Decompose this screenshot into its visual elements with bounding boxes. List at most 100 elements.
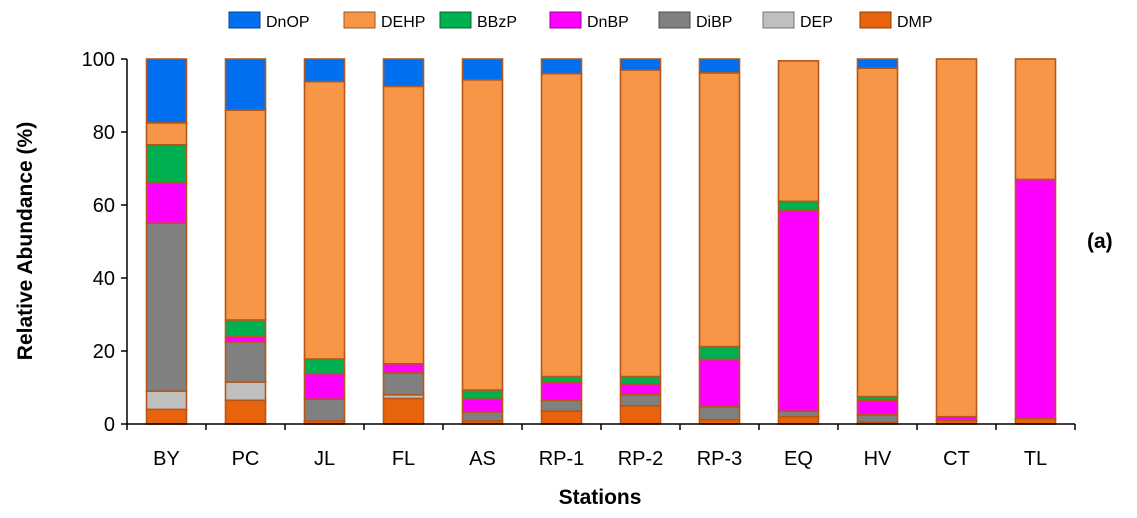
bar-segment-dibp [224, 341, 267, 383]
bar-segment-dnbp [540, 381, 583, 402]
x-tick-label: RP-3 [697, 448, 743, 470]
bar-segment-dnop [224, 58, 267, 111]
y-tick-label: 0 [104, 414, 115, 436]
bar-stack-rp-2 [619, 58, 662, 425]
bar-segment-dnop [540, 58, 583, 75]
bar-stack-hv [856, 58, 899, 425]
x-tick-label: EQ [784, 448, 813, 470]
panel-label: (a) [1087, 230, 1113, 253]
bar-segment-dibp [856, 414, 899, 423]
bar-segment-dnop [382, 58, 425, 88]
y-tick-label: 40 [93, 268, 115, 290]
x-tick-label: HV [864, 448, 892, 470]
x-tick-label: AS [469, 448, 496, 470]
legend-label: DnOP [266, 14, 310, 31]
bar-segment-dnop [619, 58, 662, 71]
x-tick-label: TL [1024, 448, 1047, 470]
x-tick-label: BY [153, 448, 180, 470]
legend-label: DnBP [587, 14, 629, 31]
bar-segment-bbzp [145, 143, 188, 184]
axes [126, 59, 1075, 425]
bar-stack-by [145, 58, 188, 425]
bar-segment-dehp [540, 72, 583, 378]
bar-stack-ct [935, 58, 978, 425]
x-ticks: BY PC JL FL AS RP-1 RP-2 RP-3 EQ HV CT TL [126, 424, 1076, 470]
bar-segment-dnop [303, 58, 346, 83]
y-tick-label: 100 [82, 49, 115, 71]
bar-segment-dehp [777, 60, 820, 203]
bar-segment-dibp [382, 372, 425, 396]
bar-segment-dehp [382, 85, 425, 365]
bar-segment-dmp [224, 399, 267, 425]
bar-stack-eq [777, 60, 820, 425]
bars [145, 58, 1057, 425]
bar-segment-dehp [145, 122, 188, 146]
bar-segment-dnbp [303, 372, 346, 400]
bar-stack-jl [303, 58, 346, 425]
x-axis-title: Stations [559, 486, 642, 509]
legend-label: DMP [897, 14, 933, 31]
bar-segment-dibp [777, 410, 820, 418]
y-tick-label: 60 [93, 195, 115, 217]
bar-segment-bbzp [777, 200, 820, 212]
legend-swatch [439, 11, 472, 29]
legend-swatch [343, 11, 376, 29]
bar-segment-bbzp [224, 319, 267, 338]
legend-label: BBzP [477, 14, 517, 31]
bar-segment-dibp [619, 393, 662, 407]
bar-segment-dehp [224, 109, 267, 321]
bar-segment-dehp [619, 69, 662, 378]
legend-swatch [762, 11, 795, 29]
legend-item-dnbp: DnBP [549, 11, 629, 31]
bar-stack-tl [1014, 58, 1057, 425]
legend-swatch [549, 11, 582, 29]
legend-item-dnop: DnOP [228, 11, 310, 31]
bar-segment-dnbp [382, 362, 425, 374]
bar-segment-dnop [698, 58, 741, 74]
legend-label: DiBP [696, 14, 732, 31]
bar-segment-dmp [145, 408, 188, 425]
x-tick-label: RP-1 [539, 448, 585, 470]
bar-segment-dehp [461, 79, 504, 391]
bar-segment-dibp [540, 399, 583, 413]
x-tick-label: JL [314, 448, 335, 470]
bar-segment-dehp [698, 72, 741, 348]
bar-segment-dehp [303, 80, 346, 360]
bar-segment-dnbp [619, 383, 662, 396]
bar-segment-bbzp [540, 375, 583, 383]
legend: DnOP DEHP BBzP DnBP DiBP DEP DMP [228, 11, 933, 31]
y-ticks: 0 20 40 60 80 100 [82, 49, 127, 436]
bar-segment-dmp [382, 397, 425, 425]
legend-label: DEHP [381, 14, 425, 31]
bar-segment-dmp [1014, 417, 1057, 425]
legend-swatch [859, 11, 892, 29]
bar-segment-dnbp [145, 182, 188, 225]
bar-segment-dmp [777, 415, 820, 425]
bar-segment-dnbp [856, 399, 899, 416]
bar-segment-dehp [1014, 58, 1057, 181]
legend-item-dehp: DEHP [343, 11, 425, 31]
bar-segment-dnbp [1014, 178, 1057, 420]
bar-segment-dmp [619, 404, 662, 425]
y-tick-label: 80 [93, 122, 115, 144]
y-axis-title: Relative Abundance (%) [14, 122, 37, 360]
bar-segment-dmp [540, 410, 583, 425]
bar-segment-dnop [856, 58, 899, 69]
bar-segment-bbzp [303, 358, 346, 375]
legend-item-dmp: DMP [859, 11, 933, 31]
bar-segment-dehp [935, 58, 978, 418]
legend-item-bbzp: BBzP [439, 11, 517, 31]
bar-stack-fl [382, 58, 425, 425]
bar-segment-dnop [461, 58, 504, 81]
bar-segment-bbzp [619, 375, 662, 385]
bar-segment-dehp [856, 67, 899, 398]
bar-segment-dnbp [698, 358, 741, 408]
bar-segment-bbzp [461, 389, 504, 400]
bar-segment-dibp [303, 398, 346, 422]
x-tick-label: RP-2 [618, 448, 664, 470]
bar-stack-pc [224, 58, 267, 425]
bar-segment-dnbp [461, 398, 504, 413]
bar-segment-dnop [145, 58, 188, 124]
bar-segment-dnbp [777, 209, 820, 413]
